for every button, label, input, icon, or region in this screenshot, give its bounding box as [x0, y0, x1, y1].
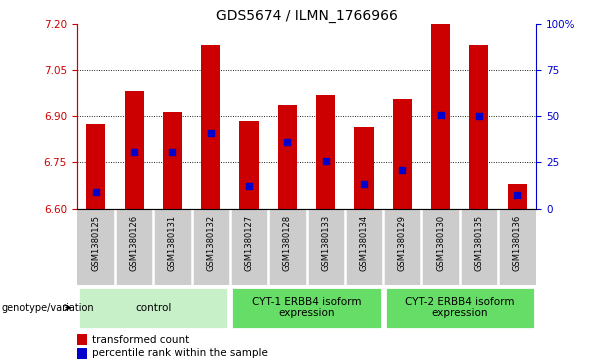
- Text: GSM1380126: GSM1380126: [129, 215, 139, 271]
- Point: [283, 139, 292, 145]
- Point: [206, 130, 216, 136]
- Point: [91, 189, 101, 195]
- Bar: [77, 348, 87, 359]
- Point: [129, 149, 139, 155]
- Text: transformed count: transformed count: [93, 335, 189, 345]
- Text: GSM1380132: GSM1380132: [206, 215, 215, 271]
- Text: GSM1380130: GSM1380130: [436, 215, 445, 271]
- Bar: [163, 111, 182, 209]
- Text: GSM1380131: GSM1380131: [168, 215, 177, 271]
- Text: control: control: [135, 303, 172, 313]
- Bar: [124, 91, 143, 209]
- Bar: [470, 45, 489, 209]
- Point: [474, 113, 484, 119]
- Point: [359, 181, 369, 187]
- Bar: [393, 99, 412, 209]
- Bar: [278, 105, 297, 209]
- FancyBboxPatch shape: [78, 287, 228, 329]
- Text: CYT-2 ERBB4 isoform
expression: CYT-2 ERBB4 isoform expression: [405, 297, 514, 318]
- Text: GSM1380129: GSM1380129: [398, 215, 407, 271]
- Bar: [201, 45, 220, 209]
- Bar: [431, 24, 450, 209]
- Point: [512, 192, 522, 198]
- Text: percentile rank within the sample: percentile rank within the sample: [93, 348, 268, 358]
- Point: [167, 149, 177, 155]
- Bar: [354, 127, 373, 209]
- Text: GSM1380135: GSM1380135: [474, 215, 484, 271]
- FancyBboxPatch shape: [385, 287, 535, 329]
- Point: [397, 167, 407, 173]
- Text: GSM1380136: GSM1380136: [512, 215, 522, 271]
- Text: GSM1380134: GSM1380134: [359, 215, 368, 271]
- Bar: [240, 121, 259, 209]
- Title: GDS5674 / ILMN_1766966: GDS5674 / ILMN_1766966: [216, 9, 397, 23]
- Bar: [86, 124, 105, 209]
- Text: genotype/variation: genotype/variation: [1, 303, 94, 313]
- Point: [321, 158, 330, 164]
- Text: GSM1380127: GSM1380127: [245, 215, 254, 271]
- Point: [244, 183, 254, 188]
- FancyBboxPatch shape: [232, 287, 381, 329]
- Bar: [316, 94, 335, 209]
- Bar: [77, 334, 87, 345]
- Point: [436, 112, 446, 118]
- Text: GSM1380133: GSM1380133: [321, 215, 330, 271]
- Text: CYT-1 ERBB4 isoform
expression: CYT-1 ERBB4 isoform expression: [252, 297, 361, 318]
- Text: GSM1380125: GSM1380125: [91, 215, 101, 271]
- Bar: [508, 184, 527, 209]
- Text: GSM1380128: GSM1380128: [283, 215, 292, 271]
